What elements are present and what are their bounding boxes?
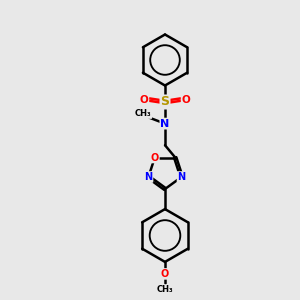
Text: N: N bbox=[160, 118, 169, 129]
Text: S: S bbox=[160, 95, 169, 109]
Text: CH₃: CH₃ bbox=[157, 285, 173, 294]
Text: O: O bbox=[151, 152, 159, 163]
Text: O: O bbox=[182, 94, 190, 105]
Text: O: O bbox=[140, 94, 148, 105]
Text: O: O bbox=[161, 269, 169, 279]
Text: CH₃: CH₃ bbox=[135, 109, 152, 118]
Text: N: N bbox=[144, 172, 152, 182]
Text: N: N bbox=[178, 172, 186, 182]
